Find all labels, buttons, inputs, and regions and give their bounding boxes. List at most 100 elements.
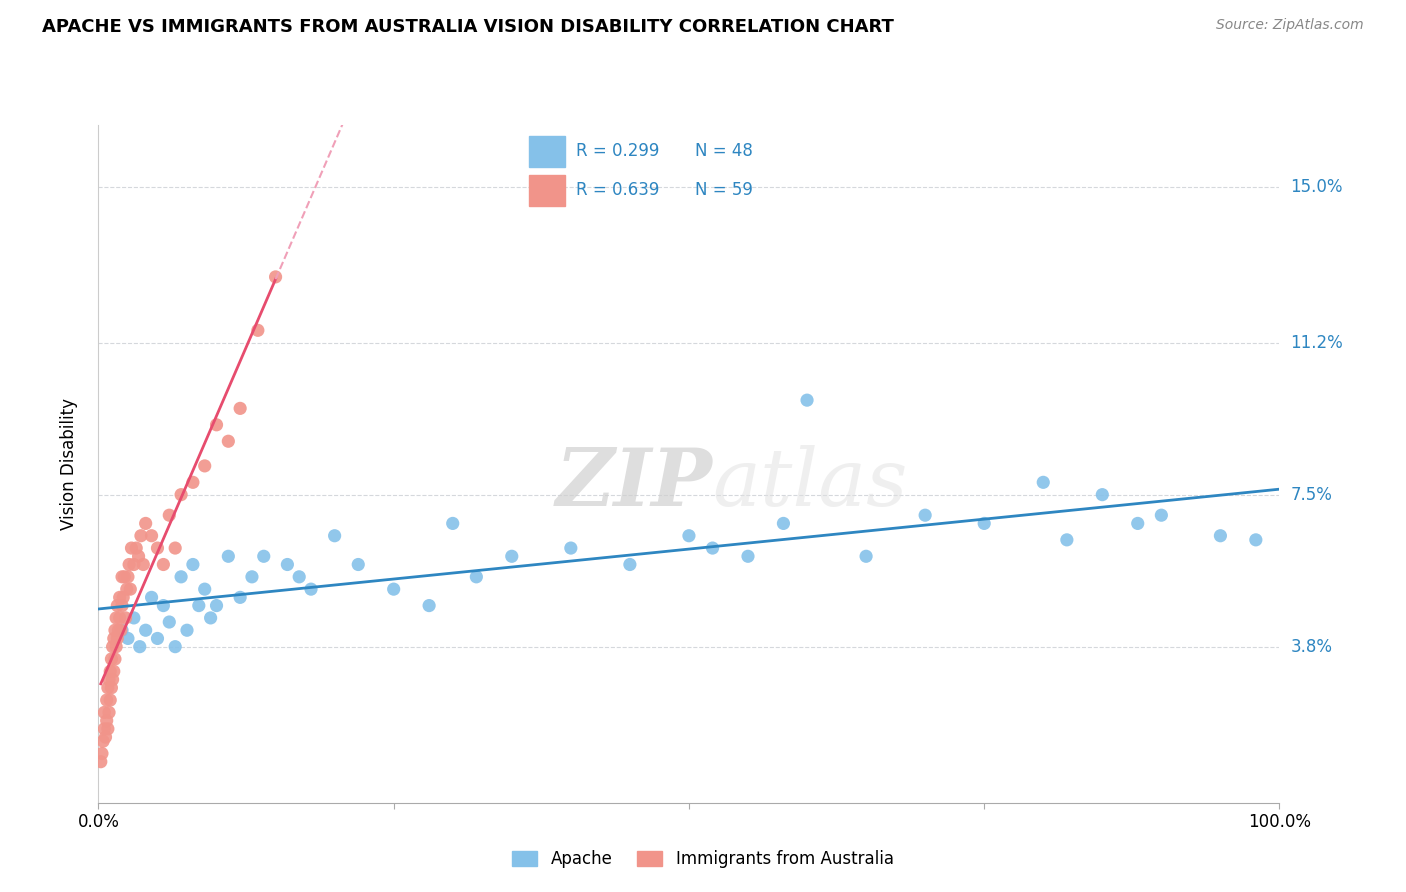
Text: N = 59: N = 59 (695, 181, 752, 199)
Point (118, 558, 141, 572)
Point (111, 599, 134, 613)
Point (441, 516, 464, 531)
Point (97, 722, 120, 736)
Point (170, 488, 193, 502)
Point (1091, 488, 1114, 502)
Point (1209, 529, 1232, 543)
Point (112, 591, 135, 605)
Point (157, 615, 180, 629)
Point (108, 611, 131, 625)
Legend: Apache, Immigrants from Australia: Apache, Immigrants from Australia (506, 844, 900, 875)
Point (165, 640, 187, 654)
Point (112, 570, 135, 584)
Point (129, 529, 152, 543)
Point (110, 624, 132, 638)
Point (146, 541, 169, 555)
Point (117, 632, 139, 646)
Text: 7.5%: 7.5% (1291, 485, 1333, 504)
Point (90, 755, 112, 769)
Y-axis label: Vision Disability: Vision Disability (59, 398, 77, 530)
Point (796, 393, 818, 408)
Point (96, 693, 118, 707)
Text: R = 0.639: R = 0.639 (576, 181, 659, 199)
Point (299, 582, 322, 596)
Point (560, 541, 582, 555)
Point (141, 591, 163, 605)
Point (347, 558, 370, 572)
Point (101, 640, 124, 654)
Point (108, 591, 131, 605)
Point (98, 706, 121, 720)
Point (152, 599, 174, 613)
Point (114, 611, 136, 625)
Point (128, 549, 150, 564)
Point (501, 549, 523, 564)
Point (103, 665, 125, 679)
Text: 3.8%: 3.8% (1291, 638, 1333, 656)
Point (104, 624, 127, 638)
Point (772, 516, 794, 531)
Point (146, 632, 169, 646)
Bar (529, 175, 565, 206)
Point (101, 673, 124, 687)
Point (1150, 508, 1173, 523)
Point (103, 632, 125, 646)
Point (122, 558, 145, 572)
Point (132, 558, 155, 572)
Point (141, 529, 163, 543)
Point (737, 549, 759, 564)
Text: R = 0.299: R = 0.299 (576, 143, 659, 161)
Point (94, 730, 117, 744)
Point (128, 640, 150, 654)
Point (678, 529, 700, 543)
Text: 15.0%: 15.0% (1291, 178, 1343, 195)
Point (288, 570, 311, 584)
Point (122, 611, 145, 625)
Point (170, 570, 193, 584)
Point (205, 417, 228, 432)
Text: 11.2%: 11.2% (1291, 334, 1343, 351)
Text: atlas: atlas (713, 445, 908, 523)
Point (187, 599, 209, 613)
Point (120, 582, 142, 596)
Point (98, 665, 121, 679)
Point (194, 458, 217, 473)
Text: Source: ZipAtlas.com: Source: ZipAtlas.com (1216, 18, 1364, 32)
Point (98, 673, 121, 687)
Point (100, 652, 122, 666)
Point (105, 611, 128, 625)
Point (104, 652, 127, 666)
Point (91, 747, 114, 761)
Point (157, 508, 180, 523)
Point (1126, 516, 1149, 531)
Point (97, 681, 120, 695)
Point (246, 323, 269, 337)
Point (465, 570, 488, 584)
Point (93, 706, 115, 720)
Point (107, 624, 129, 638)
Point (253, 549, 276, 564)
Point (115, 582, 138, 596)
Point (194, 582, 217, 596)
Text: N = 48: N = 48 (695, 143, 752, 161)
Point (619, 558, 641, 572)
Point (111, 624, 134, 638)
Point (98, 693, 121, 707)
Point (152, 558, 174, 572)
Point (1056, 533, 1078, 547)
Point (100, 681, 122, 695)
Point (91, 734, 114, 748)
Point (382, 582, 405, 596)
Point (217, 549, 239, 564)
Text: ZIP: ZIP (555, 445, 713, 523)
Point (181, 475, 204, 490)
Point (229, 591, 252, 605)
Point (973, 516, 995, 531)
Bar (529, 136, 565, 167)
Point (229, 401, 252, 416)
Point (855, 549, 877, 564)
Point (93, 722, 115, 736)
Point (205, 599, 228, 613)
Point (323, 529, 346, 543)
Point (111, 570, 134, 584)
